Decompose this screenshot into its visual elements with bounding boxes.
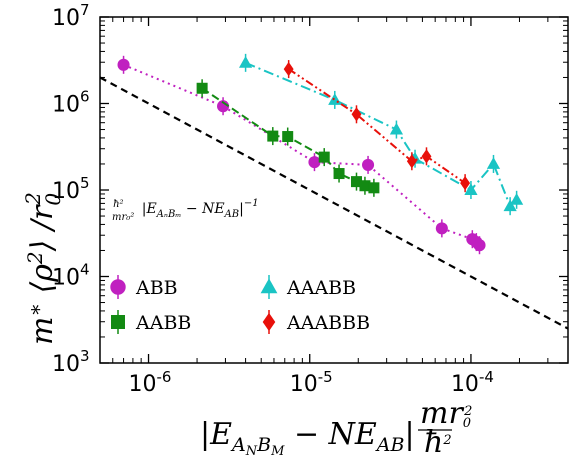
- legend-entry-aaabbb: AAABBB: [262, 310, 370, 334]
- x-tick-label: 10-5: [290, 368, 333, 397]
- ref-label-sub: AₙBₘ: [156, 209, 182, 220]
- reference-line-layer: [100, 76, 568, 330]
- data-point-aabb: [350, 176, 362, 188]
- data-point-aaabb: [238, 56, 253, 68]
- data-point-aaabb: [503, 199, 517, 212]
- series-layer: [117, 53, 524, 255]
- y-tick-label: 106: [52, 88, 90, 118]
- y-axis-label: m∗ ⟨ρ2⟩ /r02: [21, 192, 65, 345]
- series-abb: [117, 55, 486, 255]
- data-point-aabb: [368, 182, 380, 194]
- y-tick-label: 104: [52, 261, 90, 291]
- data-point-aabb: [333, 168, 345, 180]
- legend-entry-aabb: AABB: [111, 310, 191, 334]
- data-point-aaabbb: [351, 107, 362, 122]
- data-point-aaabbb: [421, 149, 432, 164]
- legend-label-aaabbb: AAABBB: [286, 312, 370, 334]
- ref-label-sub2: AB: [224, 209, 240, 220]
- ref-label-end: |: [239, 201, 244, 217]
- legend-marker-aaabbb: [262, 312, 276, 332]
- data-point-aaabbb: [406, 154, 417, 169]
- data-point-aaabb: [510, 192, 524, 205]
- legend: ABB AABB AAABB AAABBB: [110, 275, 370, 334]
- tick-layer: 10-6 10-5 10-4 103 104 105 106 107: [52, 1, 569, 397]
- x-axis-label: |EANBM − NEAB| mr02 ħ2: [200, 396, 472, 458]
- data-point-aaabbb: [283, 61, 294, 77]
- x-tick-label: 10-4: [451, 368, 494, 397]
- ref-label-body: |E: [142, 201, 157, 217]
- series-aaabbb: [283, 60, 471, 193]
- data-point-aabb: [267, 130, 279, 142]
- y-tick-label: 105: [52, 174, 90, 204]
- data-point-abb: [473, 239, 486, 252]
- ref-label-rest: − NE: [181, 201, 224, 217]
- x-tick-label: 10-6: [129, 368, 172, 397]
- legend-marker-abb: [110, 279, 126, 295]
- ref-label-mr02: mr₀²: [112, 212, 134, 223]
- legend-label-aabb: AABB: [135, 312, 191, 334]
- data-point-aaabbb: [460, 176, 471, 191]
- data-point-aabb: [359, 180, 371, 192]
- legend-label-aaabb: AAABB: [286, 277, 356, 299]
- ref-label-exp: −1: [244, 198, 259, 209]
- legend-label-abb: ABB: [135, 277, 178, 299]
- reference-line-label: ħ² mr₀² |EAₙBₘ − NEAB|−1: [112, 195, 259, 224]
- legend-marker-aaabb: [260, 278, 278, 294]
- y-tick-label: 107: [52, 1, 90, 31]
- data-point-abb: [435, 222, 448, 235]
- series-aabb: [196, 79, 380, 197]
- legend-entry-abb: ABB: [110, 275, 178, 299]
- data-point-aabb: [196, 82, 208, 94]
- data-point-aabb: [318, 151, 330, 163]
- y-tick-label: 103: [52, 347, 90, 377]
- data-point-aaabb: [486, 157, 501, 169]
- data-point-abb: [117, 58, 130, 71]
- data-point-abb: [308, 156, 321, 169]
- data-point-aaabb: [389, 122, 404, 135]
- legend-entry-aaabb: AAABB: [260, 275, 356, 299]
- series-line-aaabb: [245, 61, 518, 208]
- reference-line: [100, 76, 568, 330]
- y-axis-label-text: m∗ ⟨ρ2⟩ /r02: [21, 192, 65, 345]
- ref-label-hbar2: ħ²: [113, 199, 123, 210]
- data-point-abb: [361, 158, 375, 171]
- data-point-aabb: [282, 131, 294, 143]
- legend-marker-aabb: [111, 315, 125, 329]
- data-point-abb: [217, 100, 230, 113]
- data-point-aaabb: [464, 183, 478, 195]
